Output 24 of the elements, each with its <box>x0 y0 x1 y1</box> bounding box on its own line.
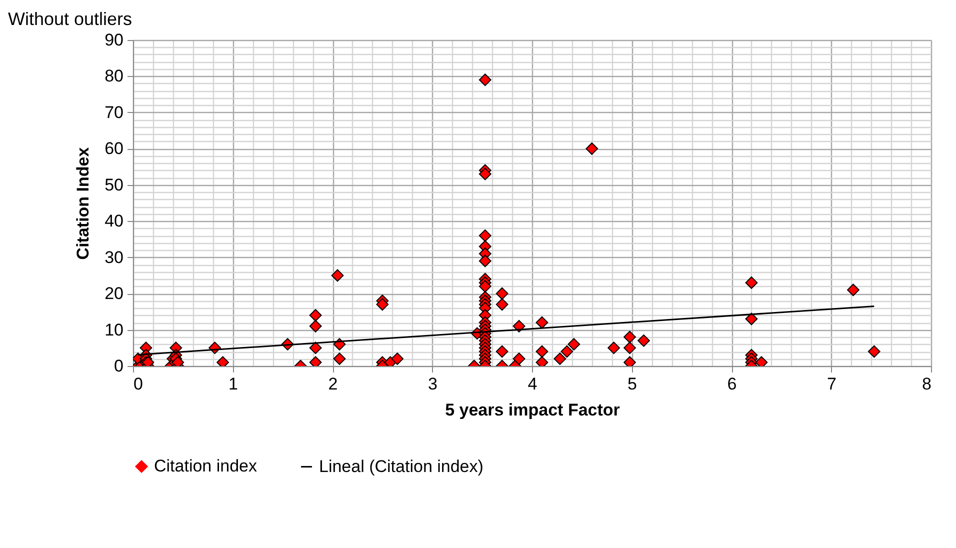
x-tick-label: 7 <box>827 374 836 394</box>
legend-label: Citation index <box>154 456 258 476</box>
y-tick-label: 80 <box>104 66 124 86</box>
x-tick-label: 4 <box>528 374 538 394</box>
y-tick-label: 0 <box>114 356 124 376</box>
y-tick-label: 50 <box>104 175 124 194</box>
y-tick-label: 70 <box>104 102 124 122</box>
y-tick-label: 40 <box>104 212 124 231</box>
y-axis-title: Citation Index <box>74 146 93 260</box>
legend-label: Lineal (Citation index) <box>319 456 484 476</box>
x-axis-title: 5 years impact Factor <box>445 400 620 420</box>
chart-title: Without outliers <box>8 9 132 29</box>
y-tick-label: 90 <box>104 30 124 50</box>
x-tick-label: 1 <box>228 374 238 394</box>
x-tick-label: 2 <box>328 374 338 394</box>
x-tick-label: 5 <box>628 374 637 394</box>
y-tick-label: 60 <box>104 139 124 158</box>
y-tick-label: 10 <box>104 320 124 340</box>
x-tick-label: 3 <box>428 374 438 394</box>
x-tick-label: 8 <box>922 374 932 394</box>
x-tick-label: 0 <box>134 374 143 394</box>
y-tick-label: 20 <box>104 284 124 304</box>
y-tick-label: 30 <box>104 248 124 267</box>
x-tick-label: 6 <box>727 374 737 394</box>
